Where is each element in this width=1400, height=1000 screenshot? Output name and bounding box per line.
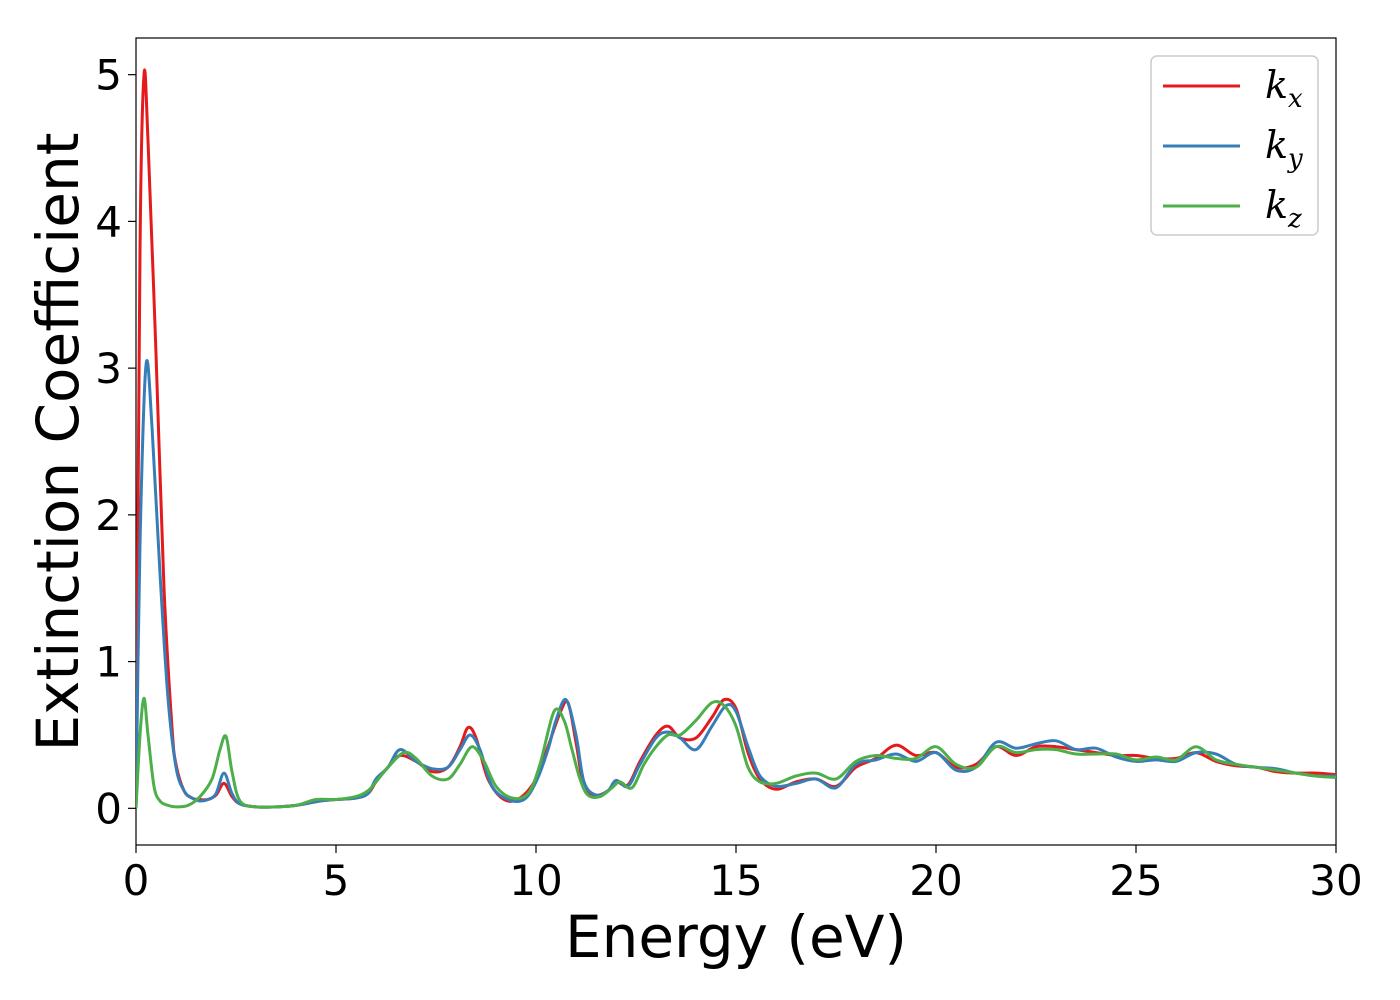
series-line-kz: [136, 696, 1336, 809]
y-ticks: 0 1 2 3 4 5: [95, 51, 136, 833]
y-axis-title: Extinction Coefficient: [24, 133, 92, 752]
legend: kx ky kz: [1150, 55, 1319, 236]
x-tick-label: 15: [709, 856, 762, 905]
x-tick-label: 25: [1109, 856, 1162, 905]
x-tick-label: 10: [509, 856, 562, 905]
x-ticks: 0 5 10 15 20 25 30: [123, 845, 1363, 905]
x-tick-label: 5: [323, 856, 350, 905]
y-tick-label: 0: [95, 784, 122, 833]
x-tick-label: 0: [123, 856, 150, 905]
series-line-ky: [136, 359, 1336, 809]
x-axis-title: Energy (eV): [565, 903, 907, 971]
y-tick-label: 1: [95, 638, 122, 687]
x-tick-label: 20: [909, 856, 962, 905]
legend-label-ky: ky: [1265, 123, 1303, 174]
y-tick-label: 2: [95, 491, 122, 540]
legend-label-kz: kz: [1265, 183, 1302, 234]
legend-label-kx: kx: [1265, 63, 1303, 114]
series-lines: [136, 68, 1336, 809]
y-tick-label: 3: [95, 344, 122, 393]
y-tick-label: 5: [95, 51, 122, 100]
y-tick-label: 4: [95, 197, 122, 246]
x-tick-label: 30: [1309, 856, 1362, 905]
